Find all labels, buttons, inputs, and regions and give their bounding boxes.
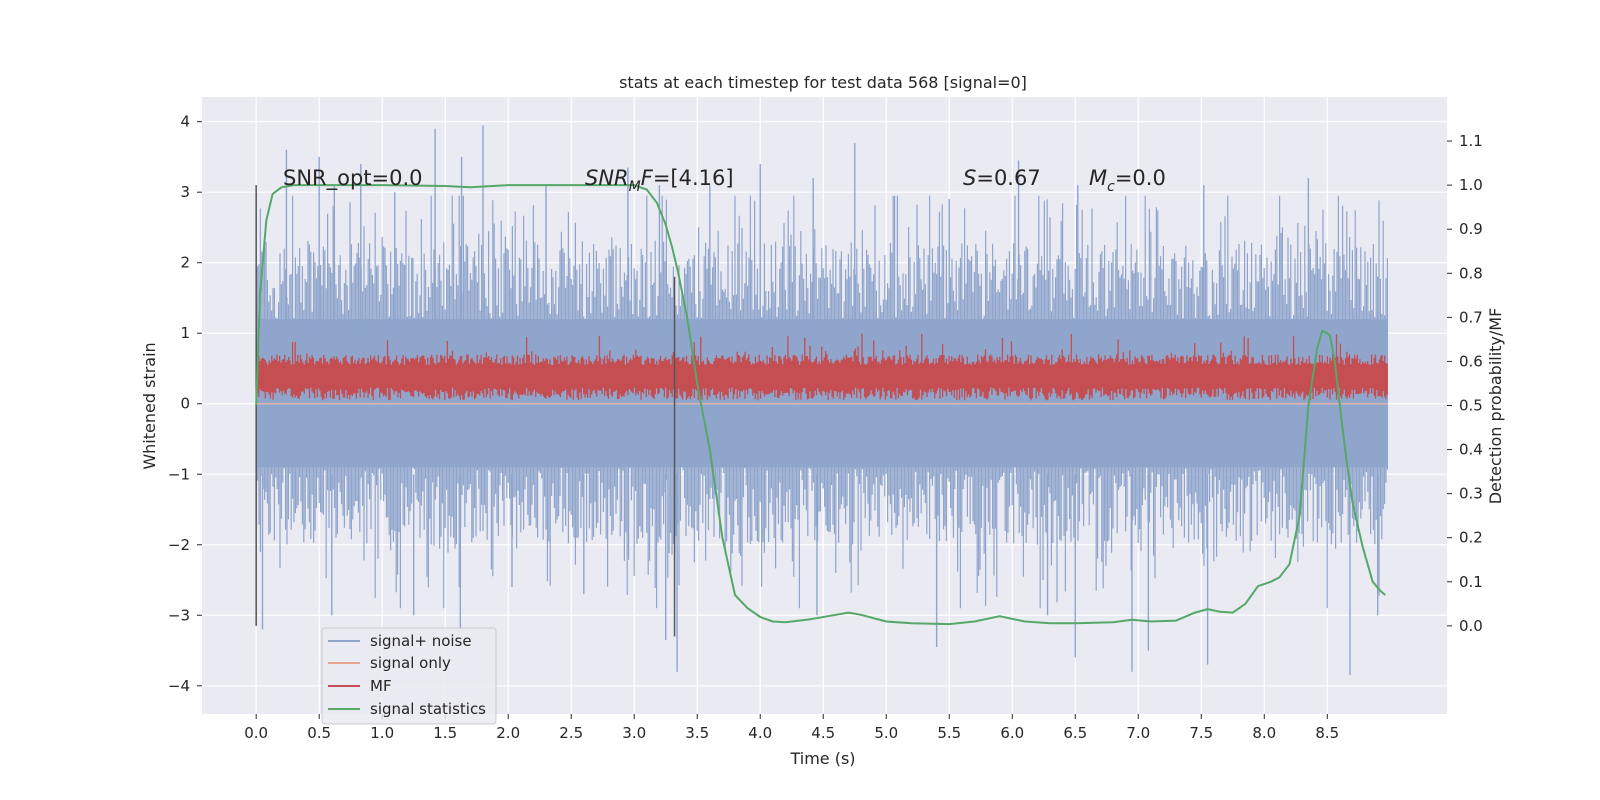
x-tick-label-7: 3.5 [685, 724, 709, 742]
x-tick-label-4: 2.0 [496, 724, 520, 742]
x-tick-label-14: 7.0 [1126, 724, 1150, 742]
legend-label-signal-noise: signal+ noise [370, 632, 472, 650]
y-axis-label-right: Detection probability/MF [1486, 308, 1505, 505]
annotation-snr-mf: SNRMF=[4.16] [585, 166, 734, 195]
chart-title: stats at each timestep for test data 568… [619, 73, 1027, 92]
y-axis-label-left: Whitened strain [140, 342, 159, 469]
x-tick-label-16: 8.0 [1252, 724, 1276, 742]
axis-ticks: 0.0 0.5 1.0 1.5 2.0 2.5 3.0 3.5 4.0 4.5 5.0 5.5 6.0 6… [168, 113, 1483, 742]
y-left-tick-label-5: 1 [180, 324, 190, 342]
annotation-s-stat: S=0.67 [963, 166, 1041, 190]
y-right-tick-label-7: 0.7 [1459, 308, 1483, 326]
y-left-tick-label-6: 2 [180, 254, 190, 272]
y-left-tick-label-2: −2 [168, 536, 190, 554]
x-axis-label: Time (s) [789, 749, 855, 768]
x-tick-label-9: 4.5 [811, 724, 835, 742]
y-right-tick-label-9: 0.9 [1459, 220, 1483, 238]
series-signal-statistics [255, 184, 1386, 626]
annotation-snr-opt: SNR_opt=0.0 [283, 166, 423, 191]
legend-label-mf: MF [370, 677, 392, 695]
x-tick-label-8: 4.0 [748, 724, 772, 742]
legend: signal+ noise signal only MF signal stat… [321, 627, 497, 725]
x-tick-label-13: 6.5 [1063, 724, 1087, 742]
y-left-tick-label-7: 3 [180, 183, 190, 201]
x-tick-label-2: 1.0 [370, 724, 394, 742]
y-left-tick-label-0: −4 [168, 677, 190, 695]
x-tick-label-0: 0.0 [244, 724, 268, 742]
y-right-tick-label-11: 1.1 [1459, 132, 1483, 150]
y-right-tick-label-8: 0.8 [1459, 264, 1483, 282]
y-right-tick-label-0: 0.0 [1459, 617, 1483, 635]
x-tick-label-12: 6.0 [1000, 724, 1024, 742]
y-left-tick-label-1: −3 [168, 606, 190, 624]
vertical-markers [255, 185, 676, 637]
x-tick-label-10: 5.0 [874, 724, 898, 742]
x-tick-label-6: 3.0 [622, 724, 646, 742]
y-right-tick-label-5: 0.5 [1459, 397, 1483, 415]
x-tick-label-5: 2.5 [559, 724, 583, 742]
x-tick-label-11: 5.5 [937, 724, 961, 742]
y-right-tick-label-2: 0.2 [1459, 529, 1483, 547]
legend-label-signal-statistics: signal statistics [370, 700, 486, 718]
x-tick-label-15: 7.5 [1189, 724, 1213, 742]
y-right-tick-label-6: 0.6 [1459, 352, 1483, 370]
legend-label-signal-only: signal only [370, 654, 451, 672]
y-right-tick-label-1: 0.1 [1459, 573, 1483, 591]
x-tick-label-3: 1.5 [433, 724, 457, 742]
y-right-tick-label-10: 1.0 [1459, 176, 1483, 194]
y-right-tick-label-4: 0.4 [1459, 441, 1483, 459]
annotation-mc: Mc=0.0 [1089, 166, 1166, 195]
x-tick-label-1: 0.5 [307, 724, 331, 742]
signal-statistics-line [255, 184, 1386, 626]
legend-box [321, 627, 497, 725]
y-right-tick-label-3: 0.3 [1459, 485, 1483, 503]
y-left-tick-label-3: −1 [168, 465, 190, 483]
x-tick-label-17: 8.5 [1315, 724, 1339, 742]
y-left-tick-label-4: 0 [180, 395, 190, 413]
y-left-tick-label-8: 4 [180, 113, 190, 131]
